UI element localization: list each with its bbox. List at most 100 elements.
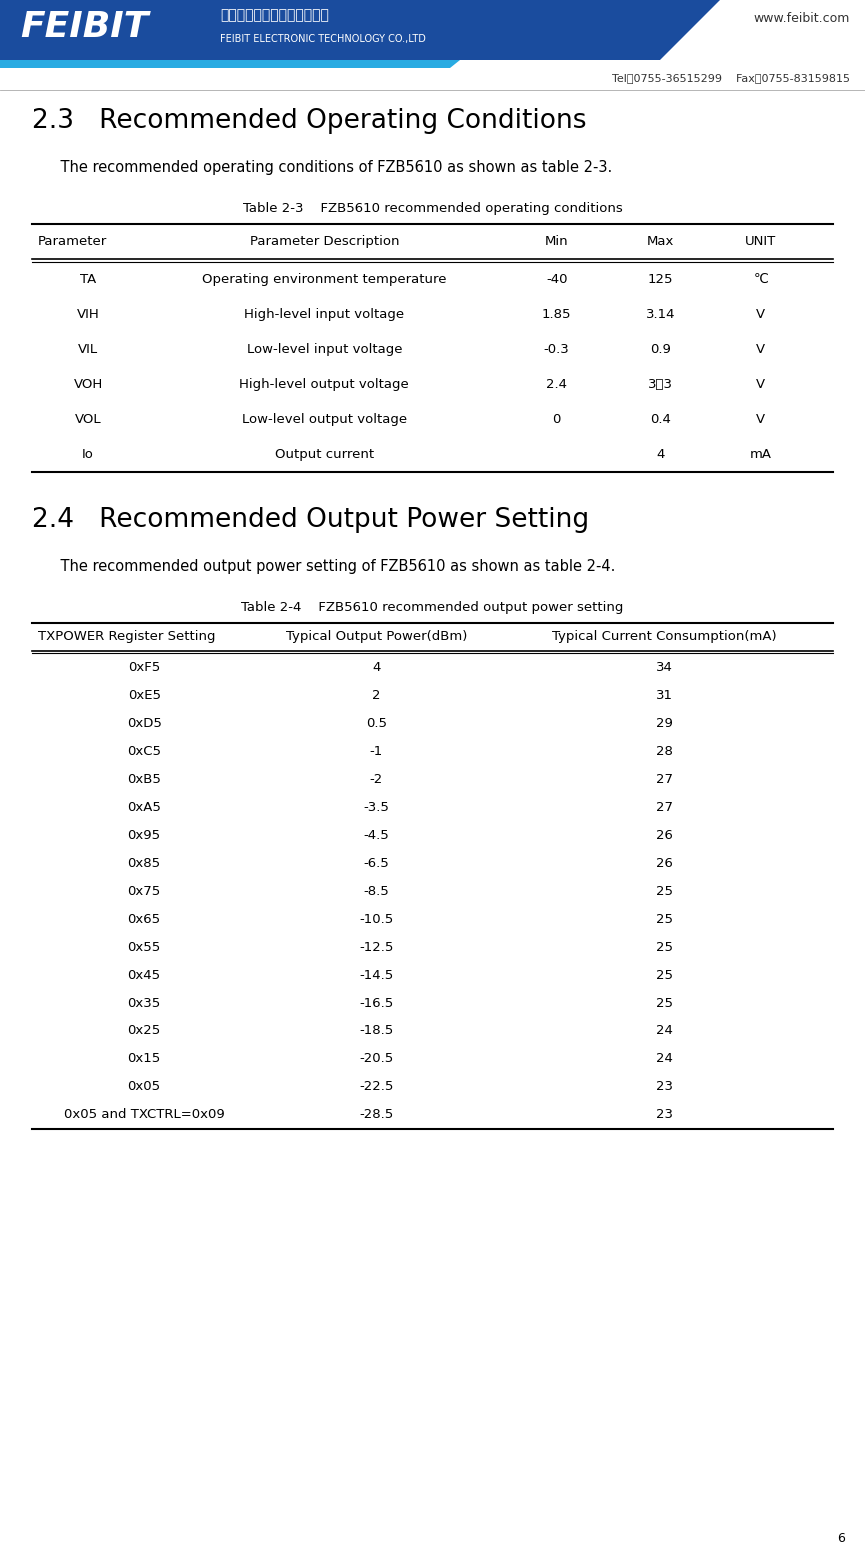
Text: 0.9: 0.9 <box>650 342 671 355</box>
Text: Table 2-3    FZB5610 recommended operating conditions: Table 2-3 FZB5610 recommended operating … <box>242 202 623 215</box>
Text: 0x95: 0x95 <box>127 828 161 842</box>
Text: 0.5: 0.5 <box>366 716 387 730</box>
Text: 24: 24 <box>657 1024 673 1038</box>
Text: 31: 31 <box>657 688 673 702</box>
Text: TXPOWER Register Setting: TXPOWER Register Setting <box>38 630 215 643</box>
Text: V: V <box>756 342 766 355</box>
Text: -4.5: -4.5 <box>363 828 389 842</box>
Text: 0xD5: 0xD5 <box>126 716 162 730</box>
Text: 0x25: 0x25 <box>127 1024 161 1038</box>
Text: 3．3: 3．3 <box>648 378 673 391</box>
Text: 4: 4 <box>657 448 665 461</box>
Text: -8.5: -8.5 <box>363 884 389 898</box>
Text: -1: -1 <box>370 744 383 758</box>
Text: 0x15: 0x15 <box>127 1052 161 1066</box>
Text: -6.5: -6.5 <box>363 856 389 870</box>
Text: 0: 0 <box>553 412 561 425</box>
Text: VOH: VOH <box>74 378 103 391</box>
Text: Io: Io <box>82 448 94 461</box>
Text: www.feibit.com: www.feibit.com <box>753 11 850 25</box>
Text: -16.5: -16.5 <box>359 996 394 1010</box>
Text: 2.4   Recommended Output Power Setting: 2.4 Recommended Output Power Setting <box>32 507 589 532</box>
Text: 1.85: 1.85 <box>541 308 572 321</box>
Text: 23: 23 <box>657 1080 673 1094</box>
Text: -20.5: -20.5 <box>359 1052 394 1066</box>
Text: 125: 125 <box>648 272 674 285</box>
Text: FEIBIT ELECTRONIC TECHNOLOGY CO.,LTD: FEIBIT ELECTRONIC TECHNOLOGY CO.,LTD <box>220 34 426 44</box>
Polygon shape <box>0 0 530 61</box>
Text: 28: 28 <box>657 744 673 758</box>
Text: Min: Min <box>545 235 568 247</box>
Text: 25: 25 <box>657 912 673 926</box>
Text: 0x55: 0x55 <box>127 940 161 954</box>
Text: 0x85: 0x85 <box>127 856 161 870</box>
Text: 24: 24 <box>657 1052 673 1066</box>
Text: Max: Max <box>647 235 675 247</box>
Text: VIL: VIL <box>78 342 98 355</box>
Text: -12.5: -12.5 <box>359 940 394 954</box>
Text: 23: 23 <box>657 1108 673 1122</box>
Text: Parameter: Parameter <box>38 235 107 247</box>
Text: 0xB5: 0xB5 <box>127 772 161 786</box>
Text: 25: 25 <box>657 968 673 982</box>
Text: 29: 29 <box>657 716 673 730</box>
Text: -22.5: -22.5 <box>359 1080 394 1094</box>
Text: 25: 25 <box>657 884 673 898</box>
Text: Parameter Description: Parameter Description <box>250 235 399 247</box>
Text: Typical Current Consumption(mA): Typical Current Consumption(mA) <box>553 630 777 643</box>
Text: 0x05 and TXCTRL=0x09: 0x05 and TXCTRL=0x09 <box>64 1108 225 1122</box>
Text: TA: TA <box>80 272 96 285</box>
Text: 0xE5: 0xE5 <box>128 688 161 702</box>
Text: 0x65: 0x65 <box>127 912 161 926</box>
Text: Table 2-4    FZB5610 recommended output power setting: Table 2-4 FZB5610 recommended output pow… <box>241 601 624 613</box>
Text: 26: 26 <box>657 828 673 842</box>
Text: 2: 2 <box>372 688 381 702</box>
Text: -18.5: -18.5 <box>359 1024 394 1038</box>
Text: 26: 26 <box>657 856 673 870</box>
Text: 27: 27 <box>657 772 673 786</box>
Text: 34: 34 <box>657 660 673 674</box>
Text: VOL: VOL <box>74 412 101 425</box>
Text: UNIT: UNIT <box>746 235 777 247</box>
Text: FEIBIT: FEIBIT <box>20 9 149 44</box>
Text: 0.4: 0.4 <box>650 412 671 425</box>
Text: 4: 4 <box>372 660 381 674</box>
Text: The recommended operating conditions of FZB5610 as shown as table 2-3.: The recommended operating conditions of … <box>42 160 612 174</box>
Text: 27: 27 <box>657 800 673 814</box>
Polygon shape <box>0 61 460 68</box>
Text: -10.5: -10.5 <box>359 912 394 926</box>
Text: V: V <box>756 378 766 391</box>
Text: Typical Output Power(dBm): Typical Output Power(dBm) <box>285 630 467 643</box>
Text: 0xC5: 0xC5 <box>127 744 161 758</box>
Text: 2.4: 2.4 <box>546 378 567 391</box>
Text: -2: -2 <box>370 772 383 786</box>
Text: -0.3: -0.3 <box>544 342 569 355</box>
Text: High-level input voltage: High-level input voltage <box>244 308 405 321</box>
Text: 6: 6 <box>837 1531 845 1545</box>
Text: 2.3   Recommended Operating Conditions: 2.3 Recommended Operating Conditions <box>32 107 586 134</box>
Text: VIH: VIH <box>77 308 99 321</box>
Text: Operating environment temperature: Operating environment temperature <box>202 272 446 285</box>
Text: 深圳市飞比电子科技有限公司: 深圳市飞比电子科技有限公司 <box>220 8 329 22</box>
Text: 0x05: 0x05 <box>127 1080 161 1094</box>
Text: -3.5: -3.5 <box>363 800 389 814</box>
Text: 25: 25 <box>657 940 673 954</box>
Text: 0xA5: 0xA5 <box>127 800 161 814</box>
Text: Tel：0755-36515299    Fax：0755-83159815: Tel：0755-36515299 Fax：0755-83159815 <box>612 73 850 82</box>
Text: 0x75: 0x75 <box>127 884 161 898</box>
Text: 0x45: 0x45 <box>127 968 161 982</box>
Text: mA: mA <box>750 448 772 461</box>
Text: Output current: Output current <box>275 448 374 461</box>
Text: 25: 25 <box>657 996 673 1010</box>
Text: -40: -40 <box>546 272 567 285</box>
Text: High-level output voltage: High-level output voltage <box>240 378 409 391</box>
Polygon shape <box>350 0 720 61</box>
Text: The recommended output power setting of FZB5610 as shown as table 2-4.: The recommended output power setting of … <box>42 559 615 574</box>
Text: Low-level input voltage: Low-level input voltage <box>247 342 402 355</box>
Text: 0x35: 0x35 <box>127 996 161 1010</box>
Text: 3.14: 3.14 <box>646 308 676 321</box>
Text: 0xF5: 0xF5 <box>128 660 160 674</box>
Text: V: V <box>756 412 766 425</box>
Text: ℃: ℃ <box>753 272 768 285</box>
Text: Low-level output voltage: Low-level output voltage <box>242 412 407 425</box>
